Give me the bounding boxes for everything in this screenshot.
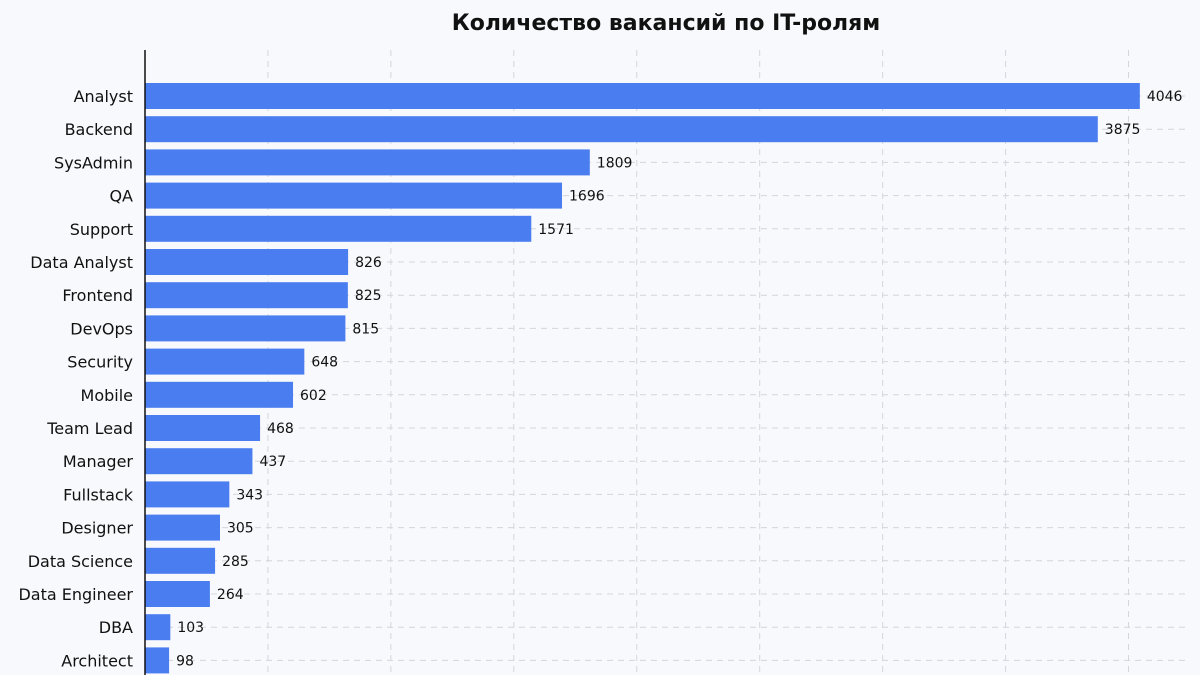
data-label: 343 <box>236 487 263 503</box>
bar <box>145 481 230 508</box>
bar <box>145 116 1098 143</box>
bar <box>145 182 563 209</box>
data-label: 602 <box>300 388 327 404</box>
data-label: 4046 <box>1147 89 1183 105</box>
data-label: 648 <box>311 355 338 371</box>
y-tick-label: Data Engineer <box>18 585 133 604</box>
bar <box>145 581 210 607</box>
y-tick-label: Mobile <box>81 386 133 405</box>
bar <box>145 315 346 342</box>
y-tick-label: Security <box>67 353 133 372</box>
y-tick-label: Manager <box>63 452 134 471</box>
bars-layer <box>145 83 1140 674</box>
data-label: 305 <box>227 521 254 537</box>
y-tick-label: SysAdmin <box>54 153 133 172</box>
bar <box>145 415 261 441</box>
bar <box>145 249 349 275</box>
bar <box>145 614 171 641</box>
bar <box>145 547 216 574</box>
bar <box>145 215 532 242</box>
bar <box>145 381 294 408</box>
y-tick-label: Designer <box>61 519 133 538</box>
data-label: 1809 <box>597 155 633 171</box>
data-labels: 4046 3875 1809 1696 1571 826 825 815 648 602 468 43… <box>176 89 1182 669</box>
data-label: 468 <box>267 421 294 437</box>
data-label: 264 <box>217 587 244 603</box>
data-label: 98 <box>176 653 194 669</box>
y-tick-label: Backend <box>65 120 133 139</box>
bar <box>145 448 253 475</box>
bar <box>145 83 1140 109</box>
y-tick-label: Support <box>70 220 133 239</box>
chart-title: Количество вакансий по IT-ролям <box>452 11 881 36</box>
y-tick-labels: Analyst Backend SysAdmin QA Support Data Anal… <box>18 87 133 670</box>
y-tick-label: DBA <box>99 618 133 637</box>
data-label: 1696 <box>569 189 605 205</box>
y-tick-label: Frontend <box>62 286 133 305</box>
y-tick-label: Architect <box>61 651 133 670</box>
bar <box>145 282 348 309</box>
bar <box>145 348 305 375</box>
data-label: 815 <box>352 321 379 337</box>
data-label: 285 <box>222 554 249 570</box>
y-tick-label: QA <box>109 187 133 206</box>
data-label: 825 <box>355 288 382 304</box>
data-label: 437 <box>259 454 286 470</box>
y-tick-label: Analyst <box>74 87 133 106</box>
y-tick-label: Data Science <box>28 552 133 571</box>
data-label: 1571 <box>538 222 574 238</box>
bar <box>145 149 590 176</box>
data-label: 826 <box>355 255 382 271</box>
grid-layer <box>145 50 1190 675</box>
bar <box>145 514 220 541</box>
bar <box>145 647 170 674</box>
data-label: 3875 <box>1105 122 1141 138</box>
y-tick-label: Team Lead <box>46 419 133 438</box>
data-label: 103 <box>177 620 204 636</box>
y-tick-label: Fullstack <box>63 485 134 504</box>
y-tick-label: DevOps <box>70 319 133 338</box>
y-tick-label: Data Analyst <box>30 253 133 272</box>
